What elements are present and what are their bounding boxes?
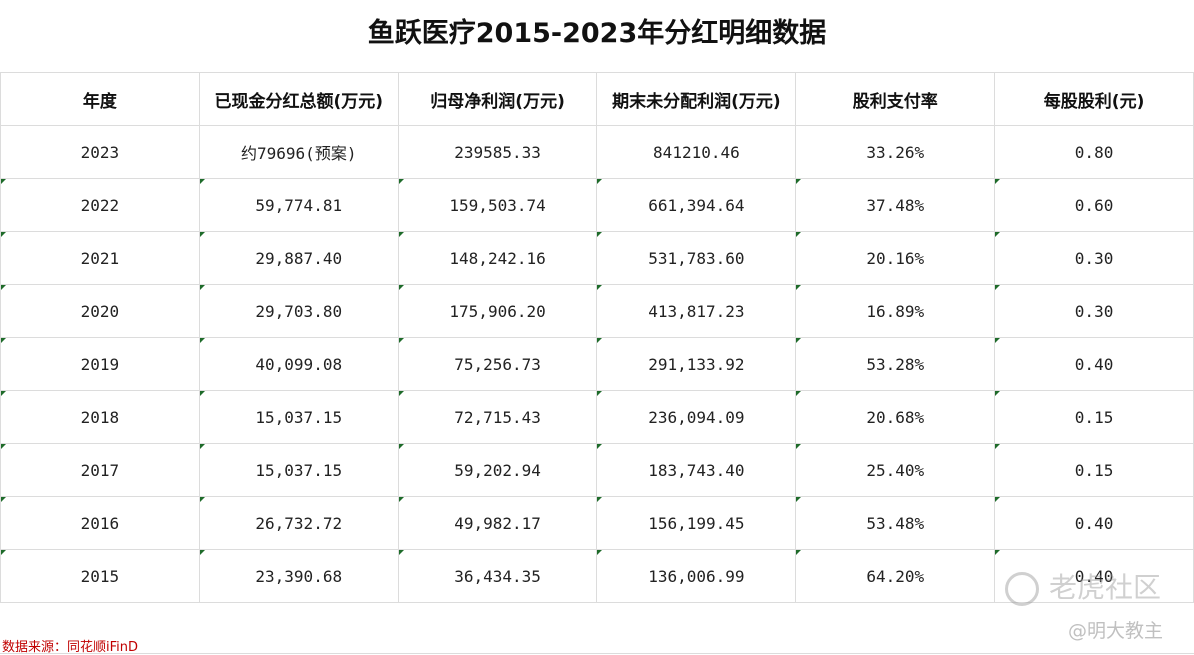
cell-cash-dividend: 59,774.81 <box>198 178 399 232</box>
cell-dps: 0.60 <box>994 178 1194 232</box>
cell-year: 2022 <box>0 178 200 232</box>
cell-payout-ratio: 25.40% <box>795 443 996 497</box>
cell-net-profit: 148,242.16 <box>397 231 598 285</box>
cell-net-profit: 59,202.94 <box>397 443 598 497</box>
tiger-logo-icon <box>1005 572 1039 606</box>
data-source-note: 数据来源：同花顺iFinD <box>2 640 139 655</box>
cell-year: 2023 <box>0 125 200 179</box>
cell-cash-dividend: 约79696(预案) <box>198 125 399 179</box>
watermark-brand: 老虎社区 <box>1005 566 1161 606</box>
header-cash-dividend: 已现金分红总额(万元) <box>198 72 399 126</box>
cell-year: 2021 <box>0 231 200 285</box>
cell-cash-dividend: 23,390.68 <box>198 549 399 603</box>
cell-year: 2020 <box>0 284 200 338</box>
cell-retained-profit: 236,094.09 <box>596 390 797 444</box>
cell-payout-ratio: 37.48% <box>795 178 996 232</box>
cell-retained-profit: 841210.46 <box>596 125 797 179</box>
cell-year: 2017 <box>0 443 200 497</box>
cell-dps: 0.15 <box>994 443 1194 497</box>
cell-net-profit: 72,715.43 <box>397 390 598 444</box>
cell-year: 2016 <box>0 496 200 550</box>
cell-dps: 0.40 <box>994 337 1194 391</box>
cell-net-profit: 159,503.74 <box>397 178 598 232</box>
table-row: 2021 29,887.40 148,242.16 531,783.60 20.16% 0… <box>0 231 1194 285</box>
cell-net-profit: 36,434.35 <box>397 549 598 603</box>
cell-dps: 0.40 <box>994 496 1194 550</box>
cell-dps: 0.30 <box>994 231 1194 285</box>
cell-dps: 0.30 <box>994 284 1194 338</box>
cell-cash-dividend: 15,037.15 <box>198 443 399 497</box>
cell-net-profit: 75,256.73 <box>397 337 598 391</box>
header-year: 年度 <box>0 72 200 126</box>
dividend-table: 年度 已现金分红总额(万元) 归母净利润(万元) 期末未分配利润(万元) 股利支… <box>0 72 1194 603</box>
table-row: 2015 23,390.68 36,434.35 136,006.99 64.20% 0.… <box>0 549 1194 603</box>
cell-retained-profit: 291,133.92 <box>596 337 797 391</box>
cell-cash-dividend: 26,732.72 <box>198 496 399 550</box>
table-row: 2022 59,774.81 159,503.74 661,394.64 37.48% 0… <box>0 178 1194 232</box>
cell-year: 2018 <box>0 390 200 444</box>
cell-retained-profit: 531,783.60 <box>596 231 797 285</box>
cell-retained-profit: 136,006.99 <box>596 549 797 603</box>
cell-payout-ratio: 16.89% <box>795 284 996 338</box>
cell-payout-ratio: 53.28% <box>795 337 996 391</box>
page-title: 鱼跃医疗2015-2023年分红明细数据 <box>367 18 827 49</box>
cell-year: 2015 <box>0 549 200 603</box>
cell-payout-ratio: 53.48% <box>795 496 996 550</box>
cell-retained-profit: 413,817.23 <box>596 284 797 338</box>
table-row: 2018 15,037.15 72,715.43 236,094.09 20.68% 0.… <box>0 390 1194 444</box>
cell-payout-ratio: 33.26% <box>795 125 996 179</box>
table-row: 2020 29,703.80 175,906.20 413,817.23 16.89% 0… <box>0 284 1194 338</box>
cell-cash-dividend: 15,037.15 <box>198 390 399 444</box>
header-payout-ratio: 股利支付率 <box>795 72 996 126</box>
cell-payout-ratio: 20.68% <box>795 390 996 444</box>
cell-payout-ratio: 64.20% <box>795 549 996 603</box>
cell-dps: 0.15 <box>994 390 1194 444</box>
table-row: 2016 26,732.72 49,982.17 156,199.45 53.48% 0.… <box>0 496 1194 550</box>
header-retained-profit: 期末未分配利润(万元) <box>596 72 797 126</box>
cell-retained-profit: 183,743.40 <box>596 443 797 497</box>
table-row: 2023 约79696(预案) 239585.33 841210.46 33.26% 0.… <box>0 125 1194 179</box>
cell-dps: 0.80 <box>994 125 1194 179</box>
table-row: 2017 15,037.15 59,202.94 183,743.40 25.40% 0.… <box>0 443 1194 497</box>
cell-net-profit: 239585.33 <box>397 125 598 179</box>
cell-payout-ratio: 20.16% <box>795 231 996 285</box>
watermark-brand-text: 老虎社区 <box>1049 571 1162 604</box>
cell-cash-dividend: 29,887.40 <box>198 231 399 285</box>
divider <box>0 653 1194 654</box>
cell-net-profit: 49,982.17 <box>397 496 598 550</box>
cell-cash-dividend: 29,703.80 <box>198 284 399 338</box>
cell-net-profit: 175,906.20 <box>397 284 598 338</box>
cell-retained-profit: 661,394.64 <box>596 178 797 232</box>
header-net-profit: 归母净利润(万元) <box>397 72 598 126</box>
table-header-row: 年度 已现金分红总额(万元) 归母净利润(万元) 期末未分配利润(万元) 股利支… <box>0 72 1194 126</box>
table-row: 2019 40,099.08 75,256.73 291,133.92 53.28% 0.… <box>0 337 1194 391</box>
watermark-author: @明大教主 <box>1068 620 1164 642</box>
cell-retained-profit: 156,199.45 <box>596 496 797 550</box>
header-dps: 每股股利(元) <box>994 72 1194 126</box>
cell-cash-dividend: 40,099.08 <box>198 337 399 391</box>
cell-year: 2019 <box>0 337 200 391</box>
